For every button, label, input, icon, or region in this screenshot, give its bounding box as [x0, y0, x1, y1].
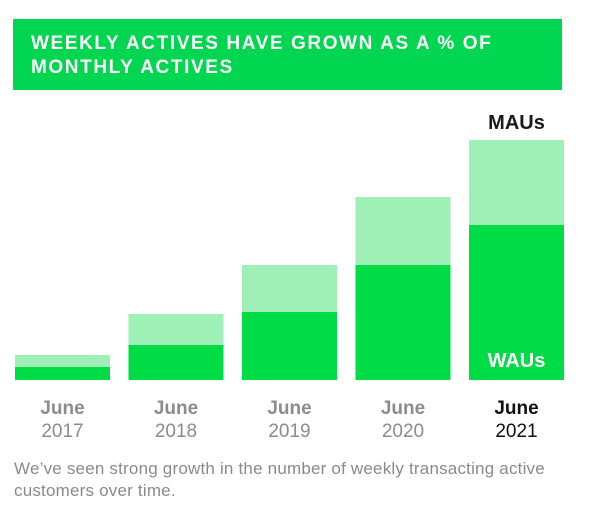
x-tick-month: June: [40, 398, 84, 419]
x-tick-month: June: [267, 398, 311, 419]
x-tick-month: June: [381, 398, 425, 419]
x-tick-year: 2018: [155, 421, 197, 442]
x-tick-year: 2021: [495, 421, 537, 442]
wau-bar-segment: [15, 367, 110, 380]
wau-bar-segment: [469, 225, 564, 380]
wau-bar-segment: [128, 345, 224, 380]
chart-caption: We’ve seen strong growth in the number o…: [14, 459, 545, 500]
series-label-maus: MAUs: [488, 112, 545, 134]
chart-title-banner: WEEKLY ACTIVES HAVE GROWN AS A % OF MONT…: [13, 19, 562, 90]
x-tick-month: June: [494, 398, 538, 419]
wau-bar-segment: [242, 312, 337, 380]
x-tick-year: 2017: [41, 421, 83, 442]
x-tick-year: 2020: [382, 421, 424, 442]
wau-bar-segment: [355, 265, 451, 380]
x-tick-year: 2019: [268, 421, 310, 442]
x-tick-month: June: [154, 398, 198, 419]
bar-chart: June2017June2018June2019June2020June2021…: [15, 112, 564, 442]
series-label-waus: WAUs: [488, 350, 546, 372]
chart-title: WEEKLY ACTIVES HAVE GROWN AS A % OF MONT…: [31, 33, 493, 78]
